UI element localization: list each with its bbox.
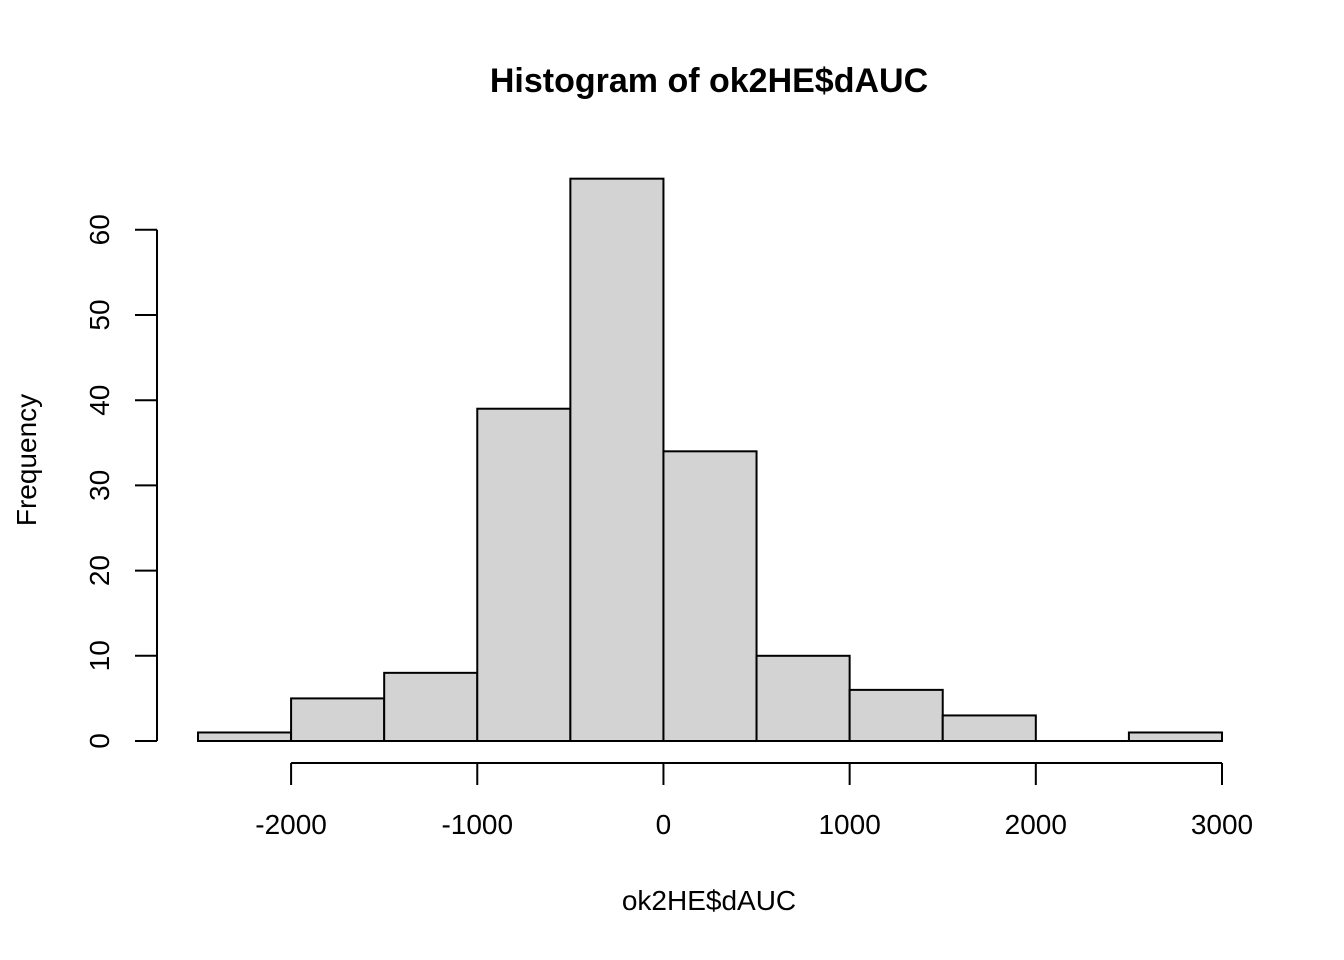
y-tick-label-6: 60: [84, 214, 115, 245]
histogram-bar-6: [755, 654, 851, 742]
histogram-bar-7: [848, 688, 944, 743]
histogram-bar-10: [1127, 731, 1223, 742]
y-tick-label-3: 30: [84, 470, 115, 501]
y-tick-label-0: 0: [84, 733, 115, 749]
x-axis: -2000 -1000 0 1000 2000 3000: [255, 762, 1253, 840]
x-tick-label-1: -1000: [441, 809, 513, 840]
y-tick-label-1: 10: [84, 640, 115, 671]
histogram-bar-1: [290, 697, 386, 743]
histogram-bar-5: [662, 450, 758, 742]
histogram-bar-2: [383, 671, 479, 743]
x-tick-label-4: 2000: [1005, 809, 1067, 840]
y-axis-label: Frequency: [11, 394, 42, 526]
x-tick-label-2: 0: [656, 809, 672, 840]
y-tick-label-2: 20: [84, 555, 115, 586]
y-tick-label-4: 40: [84, 385, 115, 416]
chart-title: Histogram of ok2HE$dAUC: [490, 62, 928, 100]
x-axis-label: ok2HE$dAUC: [622, 885, 796, 916]
y-tick-label-5: 50: [84, 299, 115, 330]
histogram-bar-8: [941, 714, 1037, 743]
x-tick-label-5: 3000: [1191, 809, 1253, 840]
histogram-bar-4: [569, 177, 665, 742]
x-tick-label-3: 1000: [818, 809, 880, 840]
histogram-bar-3: [476, 407, 572, 742]
bars-group: [197, 177, 1223, 743]
histogram-bar-0: [197, 731, 293, 742]
x-tick-label-0: -2000: [255, 809, 327, 840]
y-axis: 0 10 20 30 40 50 60: [84, 214, 158, 749]
